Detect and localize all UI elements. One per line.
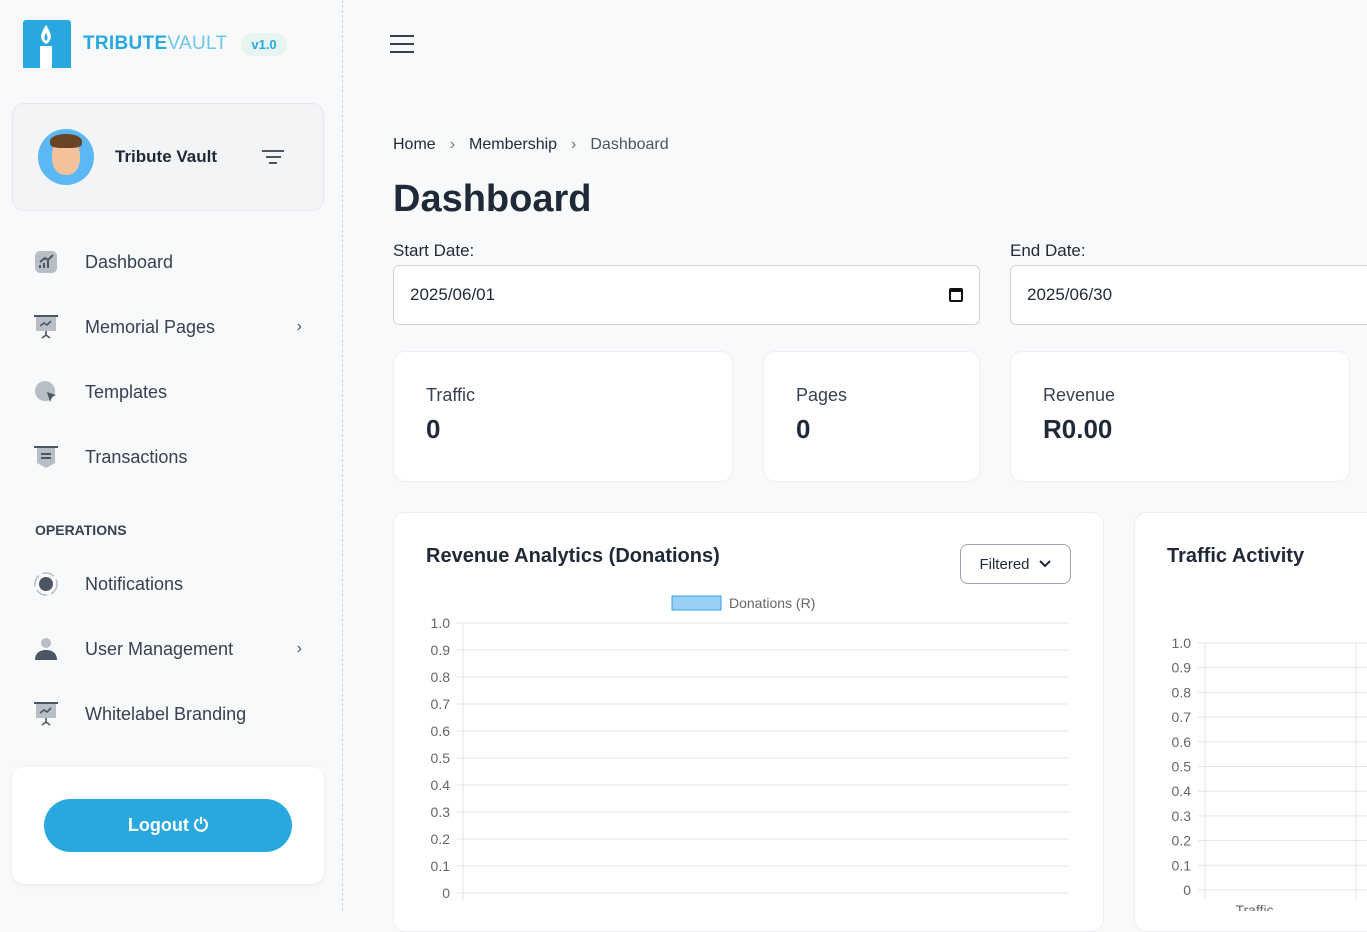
legend-label: Donations (R) bbox=[729, 595, 815, 611]
breadcrumb: Home › Membership › Dashboard bbox=[393, 136, 669, 154]
stat-card-revenue: Revenue R0.00 bbox=[1010, 351, 1350, 482]
y-tick-label: 0.6 bbox=[1172, 734, 1192, 750]
y-tick-label: 0.8 bbox=[1172, 684, 1192, 700]
y-tick-label: 0.5 bbox=[431, 750, 451, 766]
radio-dot-icon bbox=[33, 571, 59, 597]
avatar bbox=[38, 129, 94, 185]
y-tick-label: 0.3 bbox=[431, 804, 451, 820]
y-tick-label: 0.5 bbox=[1172, 759, 1192, 775]
traffic-chart-card: Traffic Activity bbox=[1134, 512, 1367, 932]
sidebar-item-label: Transactions bbox=[85, 446, 188, 467]
brand-name: TRIBUTE bbox=[83, 33, 168, 54]
sidebar-item-dashboard[interactable]: Dashboard bbox=[33, 242, 308, 282]
start-date-value: 2025/06/01 bbox=[410, 285, 496, 304]
y-tick-label: 0.1 bbox=[1172, 857, 1192, 873]
logout-label: Logout bbox=[127, 815, 189, 835]
receipt-icon bbox=[33, 444, 59, 470]
filter-dropdown[interactable]: Filtered bbox=[960, 544, 1071, 584]
y-tick-label: 0.4 bbox=[1172, 783, 1192, 799]
breadcrumb-membership[interactable]: Membership bbox=[469, 136, 558, 153]
y-tick-label: 0.7 bbox=[1172, 709, 1192, 725]
sidebar-item-user-management[interactable]: User Management › bbox=[33, 629, 308, 669]
y-tick-label: 0.9 bbox=[1172, 660, 1192, 676]
chevron-down-icon bbox=[1038, 560, 1051, 568]
stat-card-pages: Pages 0 bbox=[763, 351, 980, 482]
sidebar-item-memorial-pages[interactable]: Memorial Pages › bbox=[33, 307, 308, 347]
chart-legend: Donations (R) bbox=[671, 595, 815, 611]
chevron-right-icon: › bbox=[571, 136, 577, 153]
calendar-icon[interactable] bbox=[949, 288, 963, 302]
start-date-input[interactable]: 2025/06/01 bbox=[393, 265, 980, 325]
stat-value: 0 bbox=[426, 414, 441, 444]
menu-toggle-icon[interactable] bbox=[390, 35, 414, 59]
sidebar-item-transactions[interactable]: Transactions bbox=[33, 437, 308, 477]
end-date-input[interactable]: 2025/06/30 bbox=[1010, 265, 1367, 325]
sidebar-item-templates[interactable]: Templates bbox=[33, 372, 308, 412]
pie-cursor-icon bbox=[33, 379, 59, 405]
y-tick-label: 0.3 bbox=[1172, 808, 1192, 824]
power-icon: ⏻ bbox=[193, 815, 209, 835]
x-tick-label: Traffic bbox=[1235, 902, 1273, 911]
dropdown-value: Filtered bbox=[979, 555, 1030, 573]
breadcrumb-home[interactable]: Home bbox=[393, 136, 436, 153]
candle-logo-icon bbox=[23, 20, 71, 68]
sidebar-item-notifications[interactable]: Notifications bbox=[33, 564, 308, 604]
chevron-right-icon: › bbox=[449, 136, 456, 153]
chart-growth-icon bbox=[33, 249, 59, 275]
profile-name: Tribute Vault bbox=[115, 147, 218, 166]
logout-card: Logout ⏻ bbox=[12, 767, 324, 884]
filter-icon[interactable] bbox=[261, 146, 285, 168]
stat-card-traffic: Traffic 0 bbox=[393, 351, 733, 482]
chevron-right-icon: › bbox=[296, 318, 302, 335]
end-date-value: 2025/06/30 bbox=[1027, 285, 1113, 304]
y-tick-label: 0.2 bbox=[431, 831, 451, 847]
stat-label: Revenue bbox=[1043, 385, 1116, 405]
logout-button[interactable]: Logout ⏻ bbox=[44, 799, 292, 852]
brand-name-light: VAULT bbox=[167, 33, 228, 54]
y-tick-label: 0 bbox=[1183, 882, 1191, 898]
stat-value: R0.00 bbox=[1043, 414, 1113, 444]
y-tick-label: 0.8 bbox=[431, 669, 451, 685]
logo[interactable]: TRIBUTEVAULT v1.0 bbox=[23, 20, 287, 68]
page-title: Dashboard bbox=[393, 178, 592, 220]
presentation-icon bbox=[33, 314, 59, 340]
traffic-chart-title: Traffic Activity bbox=[1167, 545, 1305, 567]
chevron-right-icon: › bbox=[296, 640, 302, 657]
sidebar: TRIBUTEVAULT v1.0 Tribute Vault Dashboar… bbox=[0, 0, 343, 911]
sidebar-item-label: Templates bbox=[85, 381, 168, 402]
y-tick-label: 0.4 bbox=[431, 777, 451, 793]
sidebar-item-label: User Management bbox=[85, 638, 234, 659]
stat-value: 0 bbox=[796, 414, 811, 444]
legend-swatch bbox=[671, 595, 722, 611]
y-tick-label: 1.0 bbox=[1172, 635, 1192, 651]
y-tick-label: 0.9 bbox=[431, 642, 451, 658]
section-operations: OPERATIONS bbox=[35, 522, 127, 538]
start-date-label: Start Date: bbox=[393, 241, 475, 260]
y-tick-label: 0.7 bbox=[431, 696, 451, 712]
stat-label: Traffic bbox=[426, 385, 476, 405]
sidebar-item-label: Whitelabel Branding bbox=[85, 703, 247, 724]
sidebar-item-label: Dashboard bbox=[85, 251, 174, 272]
charts-layer: Donations (R) 0 0.1 0.2 0.3 0.4 0.5 0.6 0.7 0.8 0… bbox=[431, 595, 1367, 911]
end-date-label: End Date: bbox=[1010, 241, 1086, 260]
user-icon bbox=[33, 636, 59, 662]
y-tick-label: 0.1 bbox=[431, 858, 451, 874]
breadcrumb-current: Dashboard bbox=[590, 136, 669, 153]
sidebar-item-label: Notifications bbox=[85, 573, 184, 594]
y-tick-label: 0 bbox=[442, 885, 450, 901]
y-tick-label: 0.2 bbox=[1172, 833, 1192, 849]
sidebar-item-label: Memorial Pages bbox=[85, 316, 216, 337]
stat-label: Pages bbox=[796, 385, 848, 405]
y-tick-label: 0.6 bbox=[431, 723, 451, 739]
profile-card: Tribute Vault bbox=[12, 103, 324, 211]
sidebar-item-whitelabel-branding[interactable]: Whitelabel Branding bbox=[33, 694, 308, 734]
version-badge: v1.0 bbox=[241, 32, 287, 56]
revenue-chart-title: Revenue Analytics (Donations) bbox=[426, 545, 720, 567]
y-tick-label: 1.0 bbox=[431, 615, 451, 631]
presentation-icon bbox=[33, 701, 59, 727]
